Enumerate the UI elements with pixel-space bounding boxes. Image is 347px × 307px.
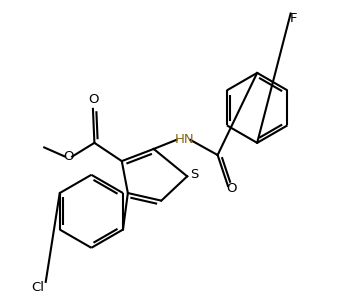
Text: O: O (63, 150, 74, 163)
Text: S: S (190, 168, 198, 181)
Text: O: O (227, 182, 237, 195)
Text: O: O (88, 93, 99, 106)
Text: F: F (290, 12, 297, 25)
Text: HN: HN (174, 133, 194, 146)
Text: Cl: Cl (32, 281, 45, 294)
